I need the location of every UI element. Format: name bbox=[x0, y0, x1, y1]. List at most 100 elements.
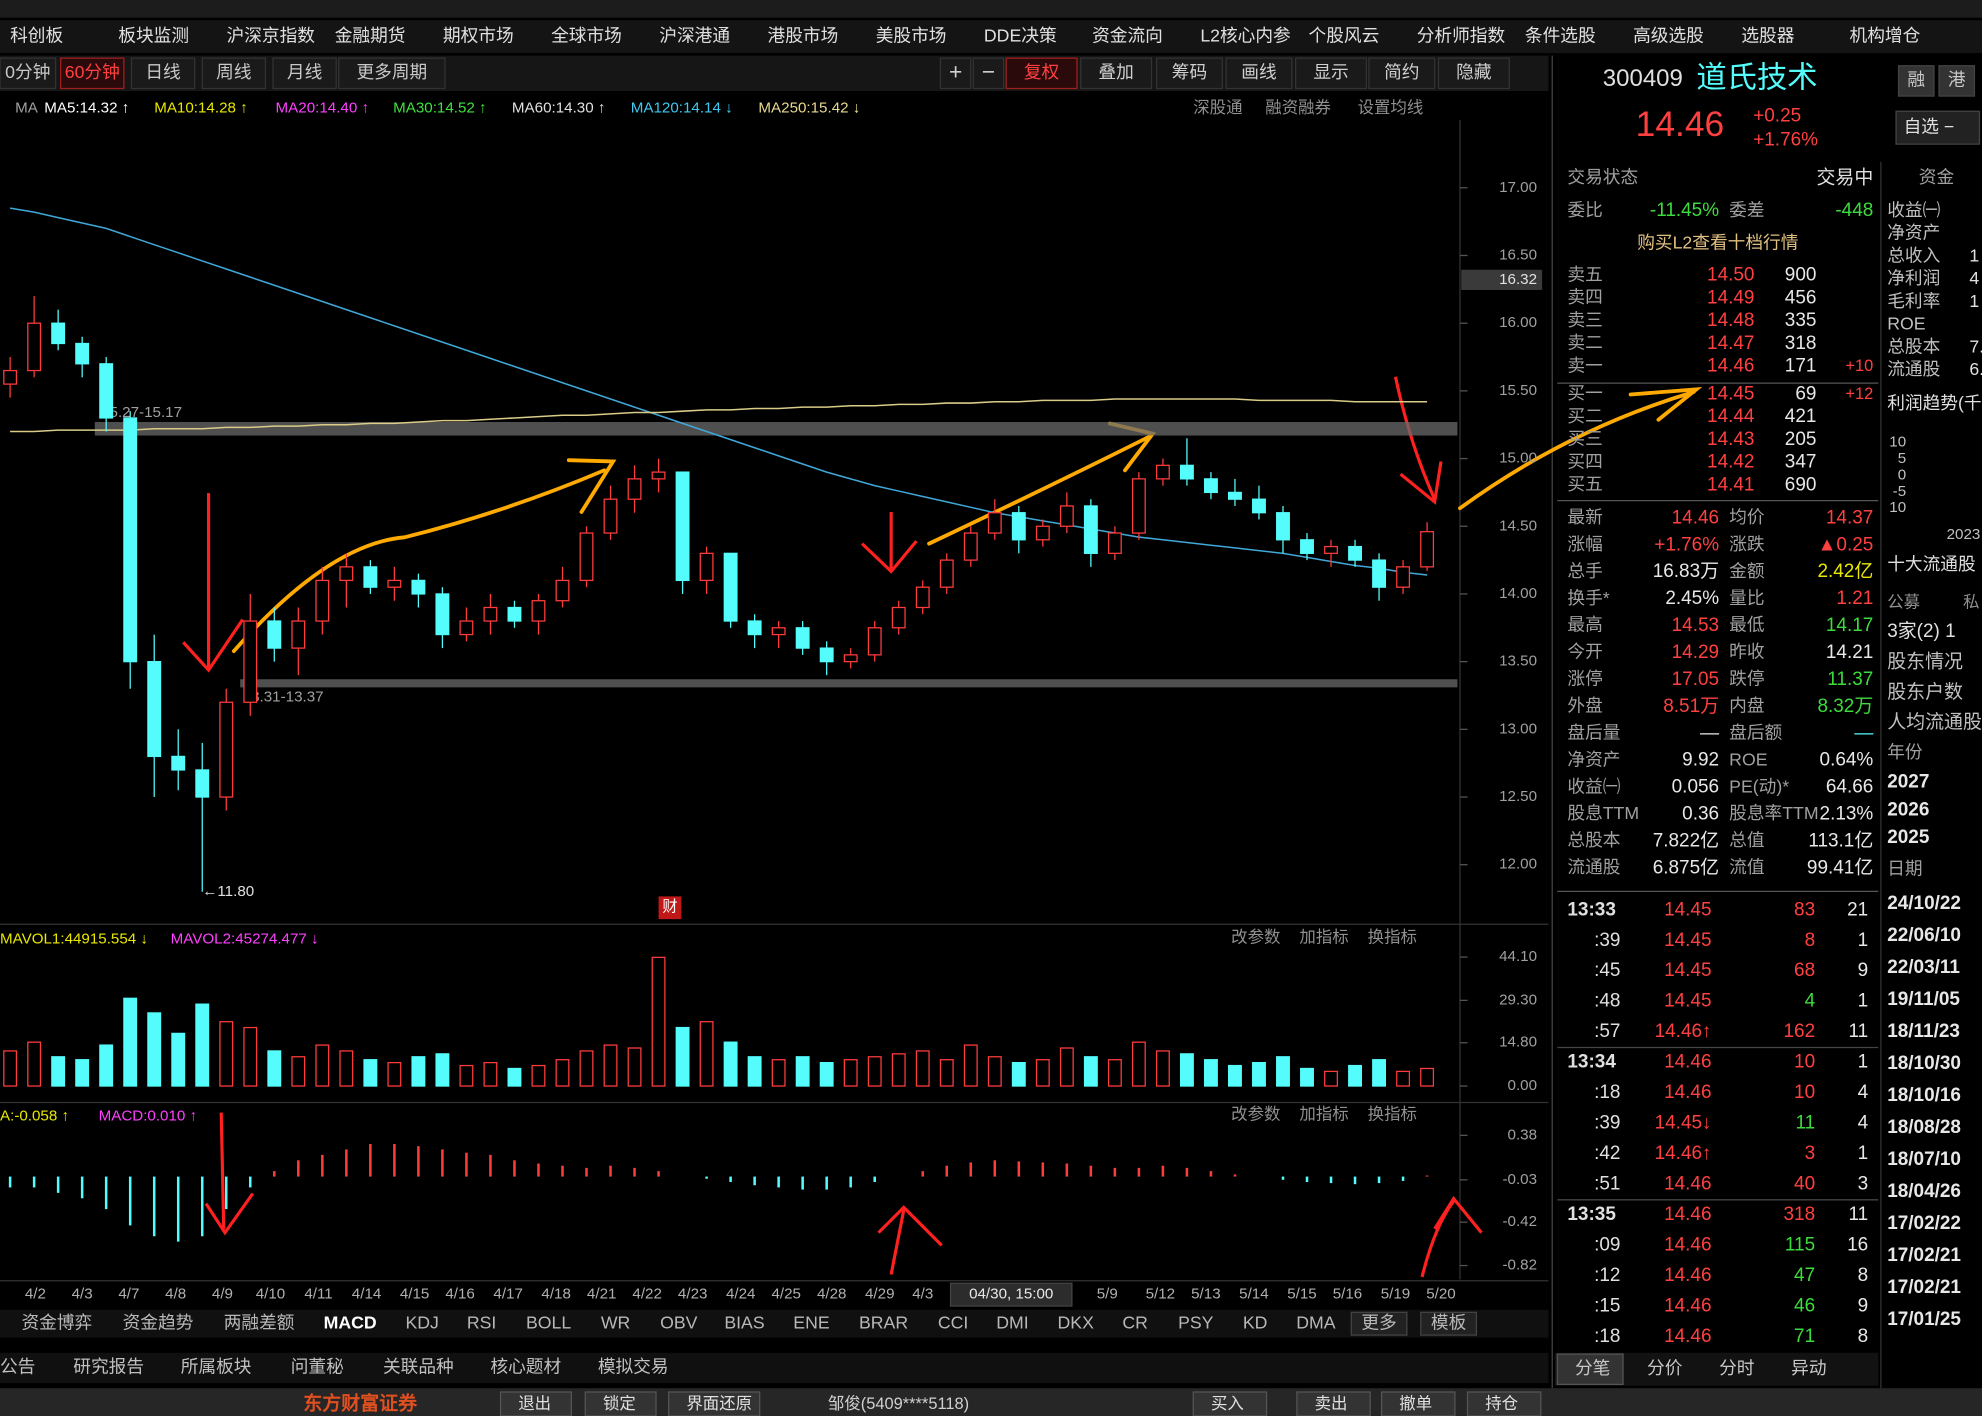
period-tab bbox=[130, 57, 196, 90]
tick-price: 14.45 bbox=[1664, 899, 1711, 920]
candle-body bbox=[1276, 512, 1290, 541]
date-highlight bbox=[949, 1282, 1073, 1307]
vol-legend: MAVOL1:44915.554 ↓ bbox=[0, 930, 148, 947]
candle-body bbox=[1420, 531, 1435, 568]
period-tab-label: 月线 bbox=[287, 62, 323, 82]
holder-date: 18/10/30 bbox=[1887, 1053, 1961, 1074]
price-band bbox=[240, 679, 1458, 688]
book-label: 卖二 bbox=[1567, 333, 1602, 353]
candle-body bbox=[1252, 498, 1266, 514]
red-arrow bbox=[1393, 376, 1443, 505]
holder-date: 18/10/16 bbox=[1887, 1085, 1961, 1106]
holder-item: 股东情况 bbox=[1887, 651, 1963, 673]
y-tick-label: 12.00 bbox=[1499, 856, 1537, 873]
y-tick-label: 44.10 bbox=[1499, 948, 1537, 965]
stat-label: 换手* bbox=[1567, 588, 1609, 608]
trade-button bbox=[1296, 1391, 1371, 1416]
tick-count: 9 bbox=[1858, 960, 1869, 981]
tick-price: 14.46 bbox=[1664, 1234, 1711, 1255]
tag bbox=[1897, 65, 1935, 97]
info-tab: 关联品种 bbox=[383, 1357, 454, 1377]
x-tick-label: 4/15 bbox=[400, 1286, 429, 1303]
period-tab-label: 周线 bbox=[216, 62, 252, 82]
candle-body bbox=[291, 620, 306, 649]
status-button-label: 锁定 bbox=[603, 1395, 636, 1413]
volume-bar bbox=[243, 1026, 258, 1087]
volume-bar bbox=[651, 956, 666, 1087]
stat-label: 盘后额 bbox=[1729, 722, 1782, 742]
stat-value: 9.92 bbox=[1682, 750, 1719, 771]
x-tick-label: 4/10 bbox=[256, 1286, 285, 1303]
status-bar bbox=[0, 1388, 1982, 1416]
tag-label: 港 bbox=[1948, 70, 1966, 90]
status-button-label: 界面还原 bbox=[686, 1395, 752, 1413]
volume-bar bbox=[699, 1021, 714, 1087]
candle-body bbox=[1228, 491, 1242, 500]
indicator-tab: ENE bbox=[793, 1312, 830, 1332]
label: 委差 bbox=[1729, 200, 1764, 220]
stat-label: 金额 bbox=[1729, 561, 1765, 581]
candle-body bbox=[819, 647, 834, 663]
tick-count: 1 bbox=[1858, 1052, 1869, 1073]
holder-date: 17/02/21 bbox=[1887, 1277, 1961, 1298]
candle-body bbox=[675, 471, 690, 582]
volume-bar bbox=[531, 1064, 546, 1087]
fin-label: 净利润 bbox=[1887, 268, 1940, 288]
candle-body bbox=[243, 620, 258, 703]
volume-bar bbox=[1083, 1056, 1098, 1087]
candle-body bbox=[27, 322, 42, 372]
stat-value: 8.32万 bbox=[1817, 696, 1873, 717]
period-tab bbox=[201, 57, 267, 90]
stat-value: 113.1亿 bbox=[1808, 830, 1873, 852]
tick-price: 14.46 bbox=[1664, 1326, 1711, 1347]
stat-value: 14.37 bbox=[1826, 507, 1873, 528]
tick-volume: 10 bbox=[1794, 1052, 1815, 1073]
book-volume: 900 bbox=[1785, 265, 1817, 286]
menu-item: 机构增仓 bbox=[1850, 25, 1921, 45]
info-tab: 研究报告 bbox=[73, 1357, 144, 1377]
low-label: ←11.80 bbox=[202, 883, 254, 900]
macd-legend: MACD:0.010 ↑ bbox=[99, 1107, 198, 1124]
trade-button-label: 卖出 bbox=[1315, 1395, 1348, 1413]
candle-body bbox=[3, 369, 18, 385]
tick-price: 14.45↓ bbox=[1655, 1113, 1712, 1134]
tick-price: 14.46 bbox=[1664, 1174, 1711, 1195]
book-price: 14.50 bbox=[1707, 265, 1754, 286]
x-tick-label: 5/13 bbox=[1191, 1286, 1220, 1303]
x-tick-label: 4/25 bbox=[771, 1286, 800, 1303]
tick-price: 14.46 bbox=[1664, 1052, 1711, 1073]
x-tick-label: 4/11 bbox=[304, 1286, 332, 1303]
book-volume: 318 bbox=[1785, 333, 1817, 354]
volume-bar bbox=[291, 1056, 306, 1087]
tick-time: :18 bbox=[1594, 1326, 1620, 1347]
candle-body bbox=[219, 701, 234, 798]
volume-bar bbox=[1228, 1064, 1242, 1087]
fin-value: 1 bbox=[1969, 291, 1979, 311]
stat-value: +1.76% bbox=[1654, 534, 1719, 555]
fund-tab: 公募 bbox=[1887, 593, 1920, 611]
tool-label: 显示 bbox=[1313, 62, 1348, 82]
book-price: 14.49 bbox=[1707, 287, 1754, 308]
book-delta: +12 bbox=[1845, 385, 1873, 403]
book-volume: 347 bbox=[1785, 452, 1817, 473]
volume-bar bbox=[747, 1056, 762, 1087]
book-label: 卖五 bbox=[1567, 264, 1602, 284]
fin-value: 6. bbox=[1969, 359, 1982, 379]
tool-button bbox=[1155, 57, 1223, 90]
profit-axis: -5 bbox=[1893, 483, 1906, 500]
book-label: 买三 bbox=[1567, 429, 1602, 449]
y-tick-label: 14.00 bbox=[1499, 585, 1537, 602]
x-tick-label: 5/19 bbox=[1381, 1286, 1410, 1303]
candle-body bbox=[51, 322, 66, 345]
menu-item: 条件选股 bbox=[1525, 25, 1596, 45]
book-price: 14.46 bbox=[1707, 356, 1754, 377]
period-tab bbox=[60, 57, 125, 90]
tab-box bbox=[1556, 1353, 1624, 1386]
candle-body bbox=[459, 620, 474, 636]
indicator-tab: 两融差额 bbox=[224, 1312, 295, 1332]
holder-item: 股东户数 bbox=[1887, 681, 1963, 703]
stat-value: 14.46 bbox=[1672, 507, 1719, 528]
indicator-tab: KDJ bbox=[405, 1312, 438, 1332]
stat-label: 总手 bbox=[1567, 561, 1602, 581]
volume-bar bbox=[555, 1059, 570, 1087]
